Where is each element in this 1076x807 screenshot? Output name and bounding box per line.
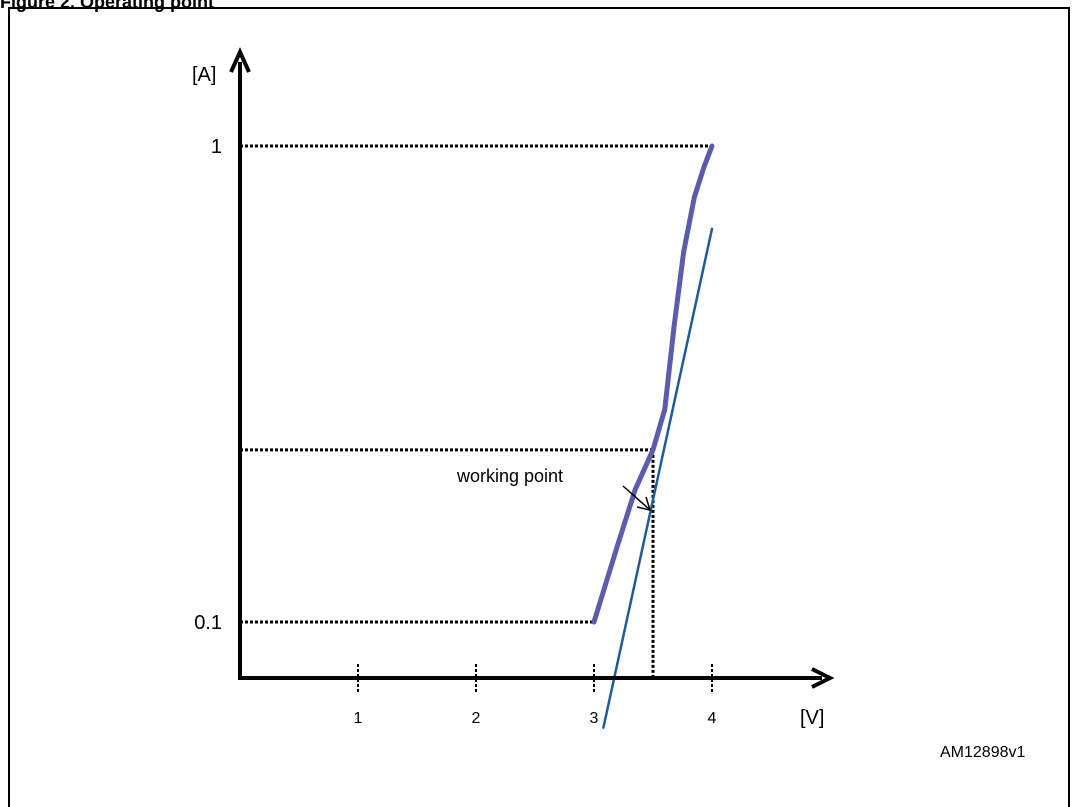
working-point-label: working point xyxy=(456,466,563,486)
x-axis-label: [V] xyxy=(800,707,824,729)
x-tick-label-1: 1 xyxy=(354,710,363,727)
iv-curve-line xyxy=(591,143,715,625)
figure-caption: Figure 2. Operating point xyxy=(0,0,215,12)
x-tick-label-3: 3 xyxy=(590,710,599,727)
axis-labels: 1 2 3 4 1 0.1 [A] [V] xyxy=(192,64,824,729)
reference-lines xyxy=(240,144,712,678)
y-axis-label: [A] xyxy=(192,64,216,86)
y-tick-label-0_1: 0.1 xyxy=(194,612,222,634)
x-axis-arrow xyxy=(811,667,835,689)
series-group xyxy=(591,143,715,729)
tangent-line xyxy=(602,227,714,729)
figure-id-label: AM12898v1 xyxy=(940,744,1025,761)
x-tick-label-2: 2 xyxy=(472,710,481,727)
figure-frame xyxy=(8,7,1070,807)
working-point-arrow-line xyxy=(622,485,650,510)
x-tick-label-4: 4 xyxy=(708,710,717,727)
y-axis-arrow xyxy=(229,47,251,73)
working-point-arrow-head xyxy=(636,496,652,512)
y-tick-label-1: 1 xyxy=(211,136,222,158)
